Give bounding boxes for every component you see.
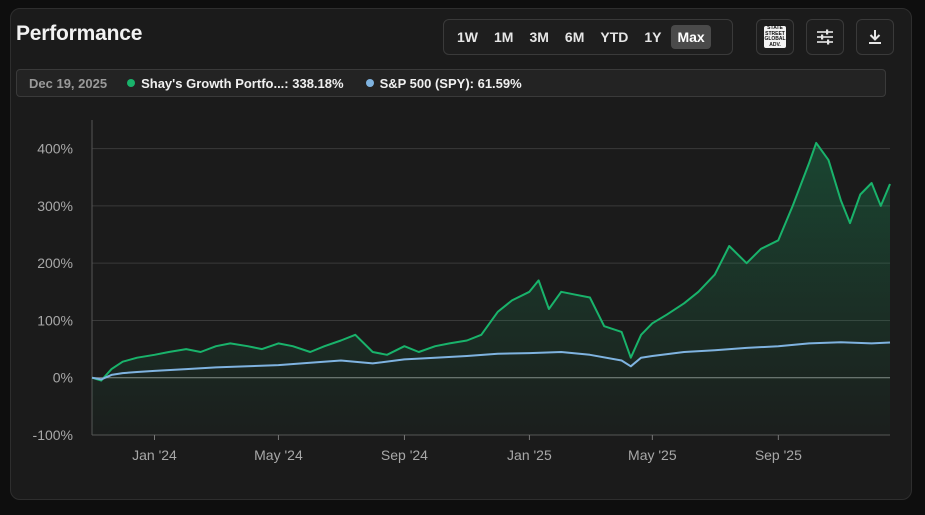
x-tick-label: Sep '25	[755, 447, 802, 463]
y-axis-ticks: -100% 0% 100% 200% 300% 400%	[33, 141, 73, 443]
logo-text-line: STATE	[767, 25, 783, 31]
range-6m-button[interactable]: 6M	[564, 29, 585, 45]
x-tick-label: May '24	[254, 447, 303, 463]
card-title: Performance	[16, 22, 143, 45]
state-street-logo-icon: STATE STREET GLOBAL ADV.	[764, 25, 786, 48]
logo-text-line: GLOBAL	[764, 36, 786, 42]
legend-label-spy: S&P 500 (SPY): 61.59%	[379, 75, 522, 91]
y-tick-label: 100%	[37, 312, 73, 328]
legend-item-portfolio: Shay's Growth Portfo...: 338.18%	[127, 75, 344, 91]
x-tick-label: Sep '24	[381, 447, 428, 463]
range-max-button[interactable]: Max	[671, 25, 711, 49]
range-1y-button[interactable]: 1Y	[644, 29, 662, 45]
range-1m-button[interactable]: 1M	[494, 29, 514, 45]
settings-button[interactable]	[806, 19, 844, 55]
series-lines	[91, 141, 891, 435]
legend-dot-portfolio	[127, 79, 136, 87]
legend-label-portfolio: Shay's Growth Portfo...: 338.18%	[141, 75, 344, 91]
logo-text-line: STREET	[765, 30, 785, 37]
y-tick-label: 300%	[37, 198, 73, 214]
legend-dot-spy	[365, 79, 374, 87]
benchmark-logo-button[interactable]: STATE STREET GLOBAL ADV.	[756, 19, 794, 55]
x-tick-label: Jan '24	[132, 447, 177, 463]
range-3m-button[interactable]: 3M	[529, 29, 549, 45]
download-button[interactable]	[856, 19, 894, 55]
range-ytd-button[interactable]: YTD	[600, 29, 629, 45]
chart-legend: Dec 19, 2025 Shay's Growth Portfo...: 33…	[16, 69, 886, 97]
range-1w-button[interactable]: 1W	[457, 29, 478, 45]
y-tick-label: -100%	[33, 427, 73, 443]
series-area-0	[92, 142, 890, 435]
y-tick-label: 200%	[37, 255, 73, 271]
legend-item-spy: S&P 500 (SPY): 61.59%	[365, 75, 522, 91]
x-axis-ticks: Jan '24 May '24 Sep '24 Jan '25 May '25 Sep '…	[132, 435, 802, 463]
legend-date: Dec 19, 2025	[29, 75, 108, 91]
y-tick-label: 400%	[37, 141, 73, 157]
sliders-icon	[817, 29, 833, 45]
x-tick-label: Jan '25	[507, 447, 552, 463]
x-tick-label: May '25	[628, 447, 677, 463]
download-icon	[869, 30, 881, 44]
series-line-0	[91, 141, 891, 382]
y-tick-label: 0%	[53, 370, 73, 386]
series-line-1	[91, 341, 891, 381]
logo-text-line: ADV.	[769, 41, 781, 48]
time-range-selector: 1W 1M 3M 6M YTD 1Y Max	[443, 19, 733, 55]
